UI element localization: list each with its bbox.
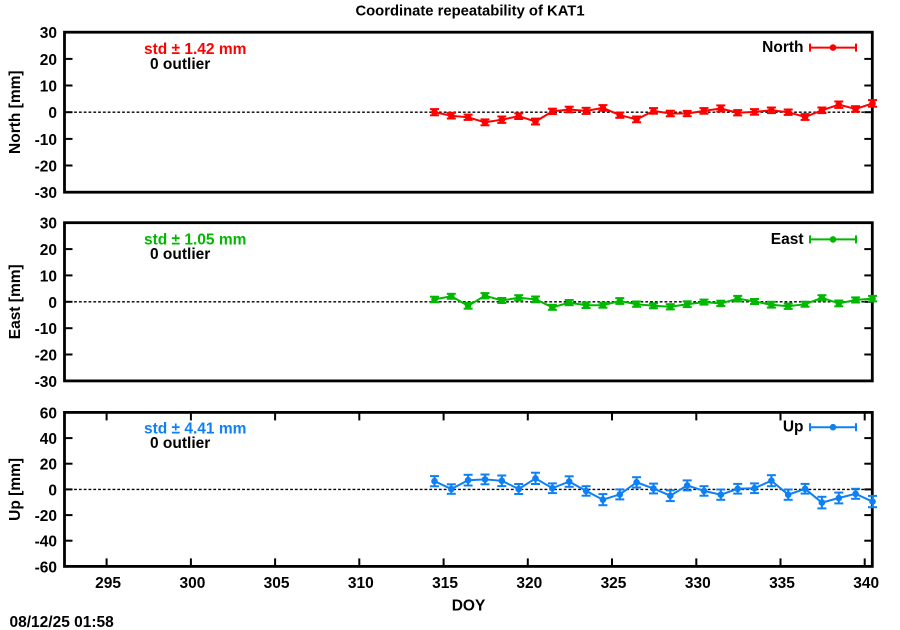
svg-text:20: 20 — [40, 242, 57, 259]
svg-text:-10: -10 — [35, 321, 57, 338]
svg-text:-20: -20 — [35, 508, 57, 525]
svg-text:Up [mm]: Up [mm] — [7, 458, 24, 521]
svg-text:340: 340 — [853, 575, 879, 592]
svg-text:335: 335 — [769, 575, 795, 592]
svg-text:10: 10 — [40, 79, 57, 96]
svg-text:-30: -30 — [35, 185, 57, 202]
svg-text:-10: -10 — [35, 132, 57, 149]
svg-text:310: 310 — [348, 575, 374, 592]
svg-text:60: 60 — [40, 405, 57, 422]
svg-text:320: 320 — [516, 575, 542, 592]
svg-text:315: 315 — [432, 575, 458, 592]
svg-text:DOY: DOY — [452, 598, 486, 615]
svg-text:325: 325 — [601, 575, 627, 592]
svg-text:Up: Up — [783, 419, 804, 436]
svg-text:305: 305 — [264, 575, 290, 592]
svg-text:North: North — [762, 39, 803, 56]
svg-text:std ± 1.05 mm: std ± 1.05 mm — [144, 231, 246, 248]
svg-text:std ± 1.42 mm: std ± 1.42 mm — [144, 41, 246, 58]
svg-text:40: 40 — [40, 431, 57, 448]
svg-text:North [mm]: North [mm] — [7, 70, 24, 154]
svg-text:East [mm]: East [mm] — [7, 264, 24, 339]
svg-text:10: 10 — [40, 268, 57, 285]
svg-text:0 outlier: 0 outlier — [150, 246, 210, 263]
svg-text:20: 20 — [40, 457, 57, 474]
svg-text:08/12/25 01:58: 08/12/25 01:58 — [10, 614, 115, 630]
svg-text:East: East — [771, 231, 804, 248]
svg-text:0 outlier: 0 outlier — [150, 56, 210, 73]
svg-text:0 outlier: 0 outlier — [150, 435, 210, 452]
svg-text:std ± 4.41 mm: std ± 4.41 mm — [144, 421, 246, 438]
svg-text:-20: -20 — [35, 159, 57, 176]
svg-text:30: 30 — [40, 25, 57, 42]
svg-text:0: 0 — [48, 105, 57, 122]
svg-text:Coordinate repeatability of KA: Coordinate repeatability of KAT1 — [355, 4, 584, 20]
svg-text:330: 330 — [685, 575, 711, 592]
svg-text:-30: -30 — [35, 374, 57, 391]
svg-text:295: 295 — [95, 575, 121, 592]
svg-text:0: 0 — [48, 482, 57, 499]
svg-text:0: 0 — [48, 295, 57, 312]
svg-text:-20: -20 — [35, 348, 57, 365]
svg-text:-60: -60 — [35, 559, 57, 576]
svg-text:30: 30 — [40, 216, 57, 233]
svg-text:20: 20 — [40, 52, 57, 69]
svg-text:300: 300 — [179, 575, 205, 592]
svg-text:-40: -40 — [35, 534, 57, 551]
